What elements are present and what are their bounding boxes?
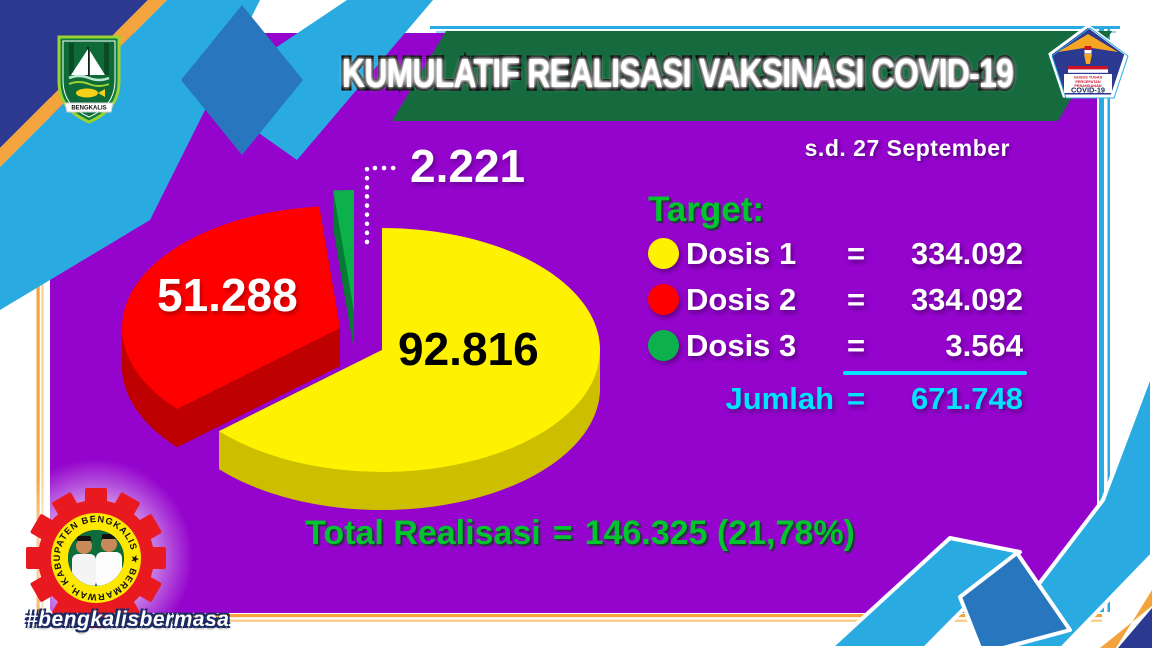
dosis1-equals: = [846,235,866,271]
pie-slice-shape [333,189,354,312]
sum-divider-line [843,371,1027,375]
dosis1-label: Dosis 1 [686,235,797,271]
total-realisasi-line: Total Realisasi = 146.325 (21,78%) [170,514,990,553]
taskforce-text-line1: GUGUS TUGAS [1074,76,1103,80]
dosis1-target-value: 334.092 [910,235,1023,271]
pie-label-dosis1: 92.816 [398,323,539,375]
total-realisasi-label: Total Realisasi [305,514,541,552]
total-realisasi-value: 146.325 (21,78%) [584,514,855,552]
taskforce-text-line3: PENANGANAN [1074,84,1101,88]
jumlah-label: Jumlah [725,380,834,416]
hashtag-text: #bengkalisbermasa [26,608,230,631]
crest-ribbon-text: BENGKALIS [71,106,106,112]
dosis3-leader-line [364,165,405,245]
jumlah-value: 671.748 [910,380,1023,416]
taskforce-text-line2: PERCEPATAN [1075,80,1101,84]
bengkalis-gear-seal: KABUPATEN BENGKALIS ★ BERMARWAH, MAJU DA… [20,480,166,628]
pie-slice-shape [122,206,340,410]
pie-slice-shape [177,328,340,448]
as-of-date: s.d. 27 September [804,135,1010,161]
dosis3-label: Dosis 3 [686,327,797,363]
dosis2-label: Dosis 2 [686,281,797,317]
blue-frame-lines [1099,27,1110,612]
legend-row-dosis2: Dosis 2 = 334.092 [648,277,1028,322]
dosis3-color-dot [648,330,679,361]
pie-slice-shape [333,190,354,350]
bottom-right-ribbon [828,368,1152,648]
dosis3-equals: = [846,327,866,363]
pie-label-dosis2: 51.288 [157,269,298,321]
taskforce-covid19-text: COVID-19 [1071,86,1105,95]
pie-label-dosis3: 2.221 [410,140,526,192]
pie-slice-shape [219,350,600,510]
legend-row-jumlah: Jumlah = 671.748 [648,376,1028,421]
banner-top-line [430,26,1120,29]
target-legend: Target: Dosis 1 = 334.092 Dosis 2 = 334.… [648,190,1028,421]
orange-frame-lines [36,150,1102,622]
dosis2-target-value: 334.092 [910,281,1023,317]
dosis3-target-value: 3.564 [945,327,1023,363]
legend-row-dosis3: Dosis 3 = 3.564 [648,323,1028,368]
dosis2-equals: = [846,281,866,317]
pie-slice-shape [122,328,178,448]
page-title: KUMULATIF REALISASI VAKSINASI COVID-19 [339,47,1016,100]
bengkalis-crest-icon: BENGKALIS [57,35,121,124]
garuda-icon [1058,34,1118,64]
legend-row-dosis1: Dosis 1 = 334.092 [648,231,1028,276]
dosis2-color-dot [648,284,679,315]
covid-taskforce-logo: GUGUS TUGAS PERCEPATAN PENANGANAN COVID-… [1048,24,1129,99]
total-realisasi-equals: = [552,514,573,552]
jumlah-equals: = [846,380,866,416]
legend-heading: Target: [648,190,765,229]
dosis1-color-dot [648,238,679,269]
pie-slice-shape [219,228,601,472]
